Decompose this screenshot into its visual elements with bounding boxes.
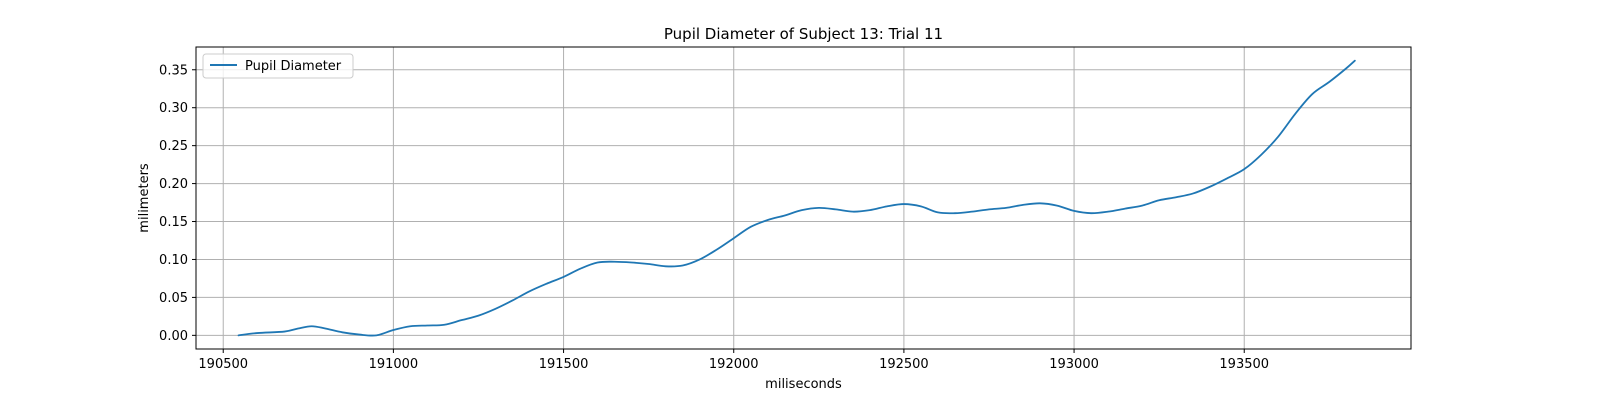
x-tick-label: 190500 (198, 357, 248, 372)
y-tick-label: 0.00 (159, 329, 188, 344)
series-line-pupil-diameter (237, 59, 1356, 337)
x-tick-label: 192000 (709, 357, 759, 372)
y-tick-label: 0.05 (159, 291, 188, 306)
series-layer (237, 59, 1356, 337)
chart-title: Pupil Diameter of Subject 13: Trial 11 (664, 25, 943, 43)
y-ticks: 0.00 0.05 0.10 0.15 0.20 0.25 0.30 0.35 (159, 63, 196, 344)
x-tick-label: 192500 (879, 357, 929, 372)
x-ticks: 190500 191000 191500 192000 192500 193000 1935… (198, 349, 1269, 372)
x-tick-label: 191000 (369, 357, 419, 372)
y-axis-label: milimeters (137, 163, 152, 233)
legend: Pupil Diameter (202, 53, 354, 79)
y-tick-label: 0.35 (159, 63, 188, 78)
y-tick-label: 0.30 (159, 101, 188, 116)
y-tick-label: 0.15 (159, 215, 188, 230)
y-tick-label: 0.20 (159, 177, 188, 192)
x-tick-label: 191500 (539, 357, 589, 372)
y-tick-label: 0.25 (159, 139, 188, 154)
x-tick-label: 193500 (1219, 357, 1269, 372)
grid-layer (196, 47, 1411, 349)
legend-box (202, 53, 354, 79)
x-axis-label: miliseconds (765, 377, 842, 392)
y-tick-label: 0.10 (159, 253, 188, 268)
legend-label-pupil-diameter: Pupil Diameter (245, 59, 342, 74)
plot-frame (195, 46, 1412, 350)
x-tick-label: 193000 (1049, 357, 1099, 372)
